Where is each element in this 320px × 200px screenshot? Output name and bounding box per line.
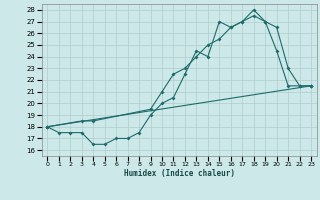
X-axis label: Humidex (Indice chaleur): Humidex (Indice chaleur) xyxy=(124,169,235,178)
